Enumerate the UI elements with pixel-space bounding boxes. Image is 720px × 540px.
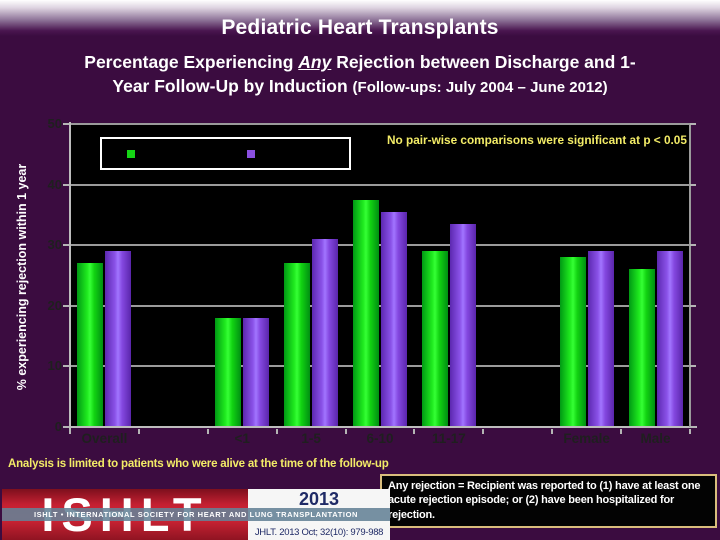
y-tick-right-40 xyxy=(690,183,696,186)
bar-green-series-6-10 xyxy=(353,199,379,427)
y-axis-line xyxy=(69,122,71,430)
x-tick-8 xyxy=(620,429,623,434)
x-label-Male: Male xyxy=(640,431,671,446)
bar-green-series-Overall xyxy=(77,263,104,427)
x-tick-5 xyxy=(413,429,416,434)
banner-band: ISHLT • INTERNATIONAL SOCIETY FOR HEART … xyxy=(2,508,390,521)
y-axis-title: % experiencing rejection within 1 year xyxy=(15,163,29,391)
bar-green-series-<1 xyxy=(215,317,242,427)
y-tick-right-20 xyxy=(690,304,696,307)
banner-citation: JHLT. 2013 Oct; 32(10): 979-988 xyxy=(254,527,384,538)
bar-purple-series-Female xyxy=(587,251,614,427)
x-label-Overall: Overall xyxy=(81,431,128,446)
subtitle-line1: Percentage Experiencing Any Rejection be… xyxy=(50,50,670,74)
y-tick-left-50 xyxy=(63,123,69,125)
y-tick-left-30 xyxy=(63,244,69,247)
plot-area: No pair-wise comparisons were significan… xyxy=(70,123,690,427)
x-label-<1: <1 xyxy=(234,431,250,446)
top-gradient xyxy=(0,0,720,36)
legend-swatch-purple-icon xyxy=(247,150,255,158)
y-tick-label-50: 50 xyxy=(47,116,62,131)
subtitle-line2-text: Year Follow-Up by Induction xyxy=(112,76,353,97)
bar-purple-series-Overall xyxy=(105,251,132,427)
x-axis-line xyxy=(63,426,697,428)
bar-purple-series-<1 xyxy=(243,317,270,427)
subtitle: Percentage Experiencing Any Rejection be… xyxy=(50,50,670,99)
banner: ISHLT 2013 JHLT. 2013 Oct; 32(10): 979-9… xyxy=(2,489,390,540)
bar-purple-series-Male xyxy=(656,251,683,427)
bar-green-series-11-17 xyxy=(421,251,448,427)
y-tick-label-0: 0 xyxy=(54,419,62,434)
subtitle-paren: (Follow-ups: July 2004 – June 2012) xyxy=(352,79,608,97)
page-title: Pediatric Heart Transplants xyxy=(221,16,499,39)
x-tick-4 xyxy=(344,429,347,434)
bar-purple-series-11-17 xyxy=(449,224,476,427)
bar-green-series-Male xyxy=(628,269,655,427)
bar-purple-series-6-10 xyxy=(381,211,407,427)
bar-green-series-1-5 xyxy=(284,263,311,427)
y-tick-label-10: 10 xyxy=(47,358,62,374)
y-tick-left-0 xyxy=(63,426,69,428)
subtitle-emphasis: Any xyxy=(298,52,332,72)
y-tick-label-30: 30 xyxy=(47,237,62,253)
y-tick-label-20: 20 xyxy=(47,297,62,313)
y-tick-right-0 xyxy=(690,426,696,428)
x-label-6-10: 6-10 xyxy=(366,431,394,446)
bar-purple-series-1-5 xyxy=(312,239,339,427)
x-tick-1 xyxy=(137,429,140,434)
legend-swatch-green-icon xyxy=(127,150,135,158)
gridline-50 xyxy=(70,123,690,125)
definition-box: Any rejection = Recipient was reported t… xyxy=(380,474,717,528)
legend-box xyxy=(100,137,351,170)
footnote: Analysis is limited to patients who were… xyxy=(8,458,389,470)
plot-right-border xyxy=(689,124,691,427)
subtitle-pre: Percentage Experiencing xyxy=(84,52,299,72)
gridline-20 xyxy=(70,304,690,307)
y-tick-left-40 xyxy=(63,183,69,186)
x-tick-0 xyxy=(69,429,71,434)
x-label-1-5: 1-5 xyxy=(301,431,321,446)
gridline-40 xyxy=(70,183,690,186)
y-tick-left-20 xyxy=(63,304,69,307)
banner-year: 2013 xyxy=(298,489,340,509)
y-tick-left-10 xyxy=(63,365,69,368)
x-label-11-17: 11-17 xyxy=(431,431,466,446)
subtitle-line2: Year Follow-Up by Induction (Follow-ups:… xyxy=(50,74,670,99)
y-tick-label-40: 40 xyxy=(47,176,62,192)
subtitle-post: Rejection between Discharge and 1- xyxy=(331,52,636,72)
y-tick-right-30 xyxy=(690,244,696,247)
annotation-note: No pair-wise comparisons were significan… xyxy=(387,133,687,147)
x-tick-3 xyxy=(275,429,278,434)
x-label-Female: Female xyxy=(563,431,610,446)
x-tick-6 xyxy=(482,429,485,434)
y-tick-right-10 xyxy=(690,365,696,368)
gridline-30 xyxy=(70,244,690,247)
gridline-10 xyxy=(70,365,690,368)
x-tick-2 xyxy=(206,429,209,434)
x-tick-9 xyxy=(689,429,691,434)
x-tick-7 xyxy=(551,429,554,434)
bar-green-series-Female xyxy=(559,257,586,427)
y-tick-right-50 xyxy=(690,123,696,125)
